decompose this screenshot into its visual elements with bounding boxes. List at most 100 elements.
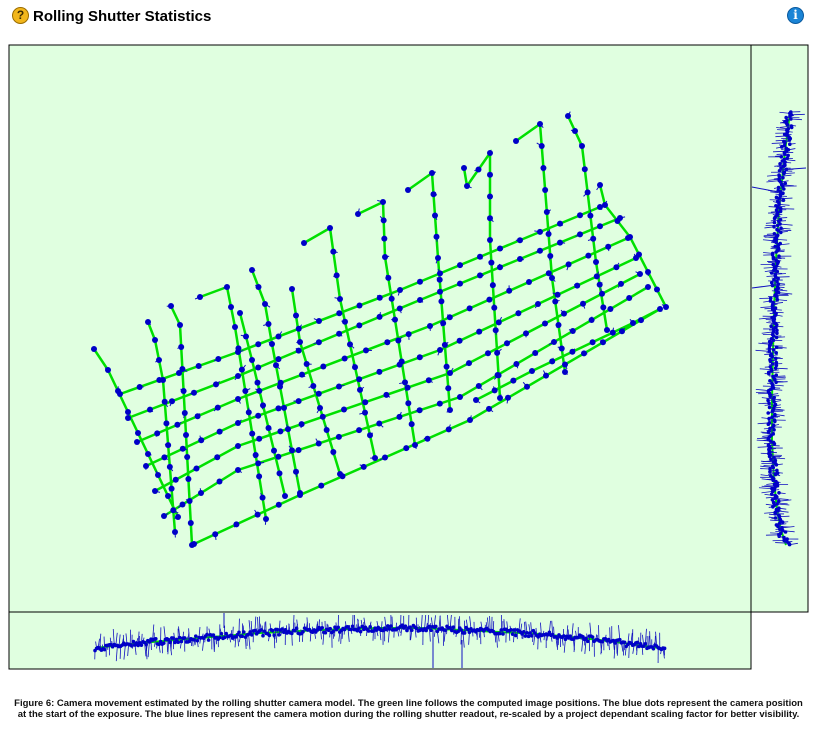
camera-position-dot	[467, 630, 472, 635]
camera-position-dot	[301, 240, 307, 246]
camera-position-dot	[330, 248, 337, 255]
camera-position-dot	[229, 633, 233, 638]
camera-position-dot	[381, 235, 388, 242]
camera-position-dot	[486, 405, 492, 412]
camera-position-dot	[187, 520, 194, 526]
camera-position-dot	[562, 369, 568, 375]
camera-position-dot	[622, 640, 627, 645]
camera-position-dot	[473, 397, 479, 403]
camera-position-dot	[770, 253, 775, 257]
camera-position-dot	[235, 467, 241, 473]
motion-line	[103, 636, 105, 650]
camera-position-dot	[275, 501, 282, 508]
camera-position-dot	[777, 254, 781, 258]
camera-position-dot	[152, 337, 158, 343]
info-icon[interactable]: i	[787, 7, 804, 24]
camera-position-dot	[565, 261, 572, 268]
camera-position-dot	[457, 262, 463, 269]
camera-position-dot	[277, 428, 284, 435]
camera-position-dot	[135, 430, 141, 436]
question-icon[interactable]: ?	[12, 7, 29, 24]
camera-position-dot	[331, 629, 336, 633]
motion-line	[433, 615, 436, 628]
camera-position-dot	[651, 646, 656, 651]
camera-position-dot	[770, 304, 775, 309]
camera-position-dot	[543, 209, 550, 215]
camera-position-dot	[269, 341, 275, 347]
motion-line	[775, 135, 788, 138]
camera-position-dot	[775, 261, 780, 266]
camera-position-dot	[609, 329, 616, 336]
camera-position-dot	[773, 414, 777, 418]
camera-position-dot	[145, 319, 151, 325]
camera-position-dot	[446, 314, 453, 321]
camera-position-dot	[775, 331, 779, 336]
camera-position-dot	[357, 626, 361, 631]
camera-position-dot	[768, 299, 773, 303]
camera-position-dot	[557, 220, 563, 227]
motion-line	[293, 614, 295, 631]
camera-position-dot	[396, 305, 403, 312]
motion-line	[600, 641, 603, 655]
camera-position-dot	[775, 269, 780, 274]
motion-line	[166, 638, 168, 653]
camera-position-dot	[774, 335, 779, 340]
camera-position-dot	[341, 406, 347, 413]
motion-line	[306, 617, 309, 631]
camera-position-dot	[386, 624, 390, 628]
motion-line	[763, 234, 778, 237]
camera-position-dot	[350, 624, 355, 629]
camera-position-dot	[494, 349, 501, 356]
motion-line	[756, 439, 771, 442]
camera-position-dot	[436, 276, 443, 283]
report-header: ? Rolling Shutter Statistics i	[0, 0, 817, 36]
motion-line	[648, 635, 650, 648]
camera-position-dot	[487, 215, 493, 222]
camera-position-dot	[497, 245, 503, 252]
motion-line	[777, 503, 790, 506]
camera-position-dot	[276, 470, 283, 477]
camera-position-dot	[558, 345, 565, 352]
camera-position-dot	[568, 634, 572, 638]
camera-position-dot	[779, 155, 784, 159]
camera-position-dot	[767, 372, 771, 376]
camera-position-dot	[360, 624, 365, 629]
camera-position-dot	[777, 514, 782, 519]
camera-position-dot	[256, 473, 263, 480]
motion-line	[776, 381, 788, 383]
camera-position-dot	[766, 422, 771, 427]
camera-position-dot	[235, 349, 241, 355]
motion-line	[784, 159, 796, 162]
camera-position-dot	[224, 284, 230, 290]
camera-position-dot	[524, 383, 530, 390]
camera-position-dot	[179, 501, 186, 508]
camera-position-dot	[784, 115, 788, 120]
camera-position-dot	[315, 339, 322, 346]
camera-position-dot	[265, 321, 272, 327]
camera-position-dot	[330, 449, 337, 455]
motion-line	[768, 398, 781, 401]
camera-position-dot	[318, 482, 325, 489]
camera-position-dot	[645, 269, 651, 275]
camera-position-dot	[289, 286, 295, 292]
camera-position-dot	[492, 327, 499, 334]
camera-position-dot	[768, 467, 772, 471]
camera-position-dot	[214, 404, 221, 411]
camera-position-dot	[447, 407, 453, 413]
camera-position-dot	[466, 627, 470, 632]
camera-position-dot	[405, 331, 412, 338]
camera-position-dot	[178, 344, 185, 350]
camera-position-dot	[263, 516, 269, 522]
camera-position-dot	[438, 298, 445, 305]
camera-position-dot	[545, 270, 552, 277]
camera-position-dot	[323, 427, 330, 433]
motion-line	[773, 375, 786, 377]
motion-line	[775, 498, 789, 500]
motion-line	[642, 634, 645, 647]
camera-position-dot	[517, 256, 523, 262]
camera-position-dot	[517, 237, 523, 244]
camera-position-dot	[535, 301, 541, 307]
camera-position-dot	[186, 498, 193, 504]
motion-line	[391, 616, 393, 630]
camera-position-dot	[771, 334, 776, 338]
